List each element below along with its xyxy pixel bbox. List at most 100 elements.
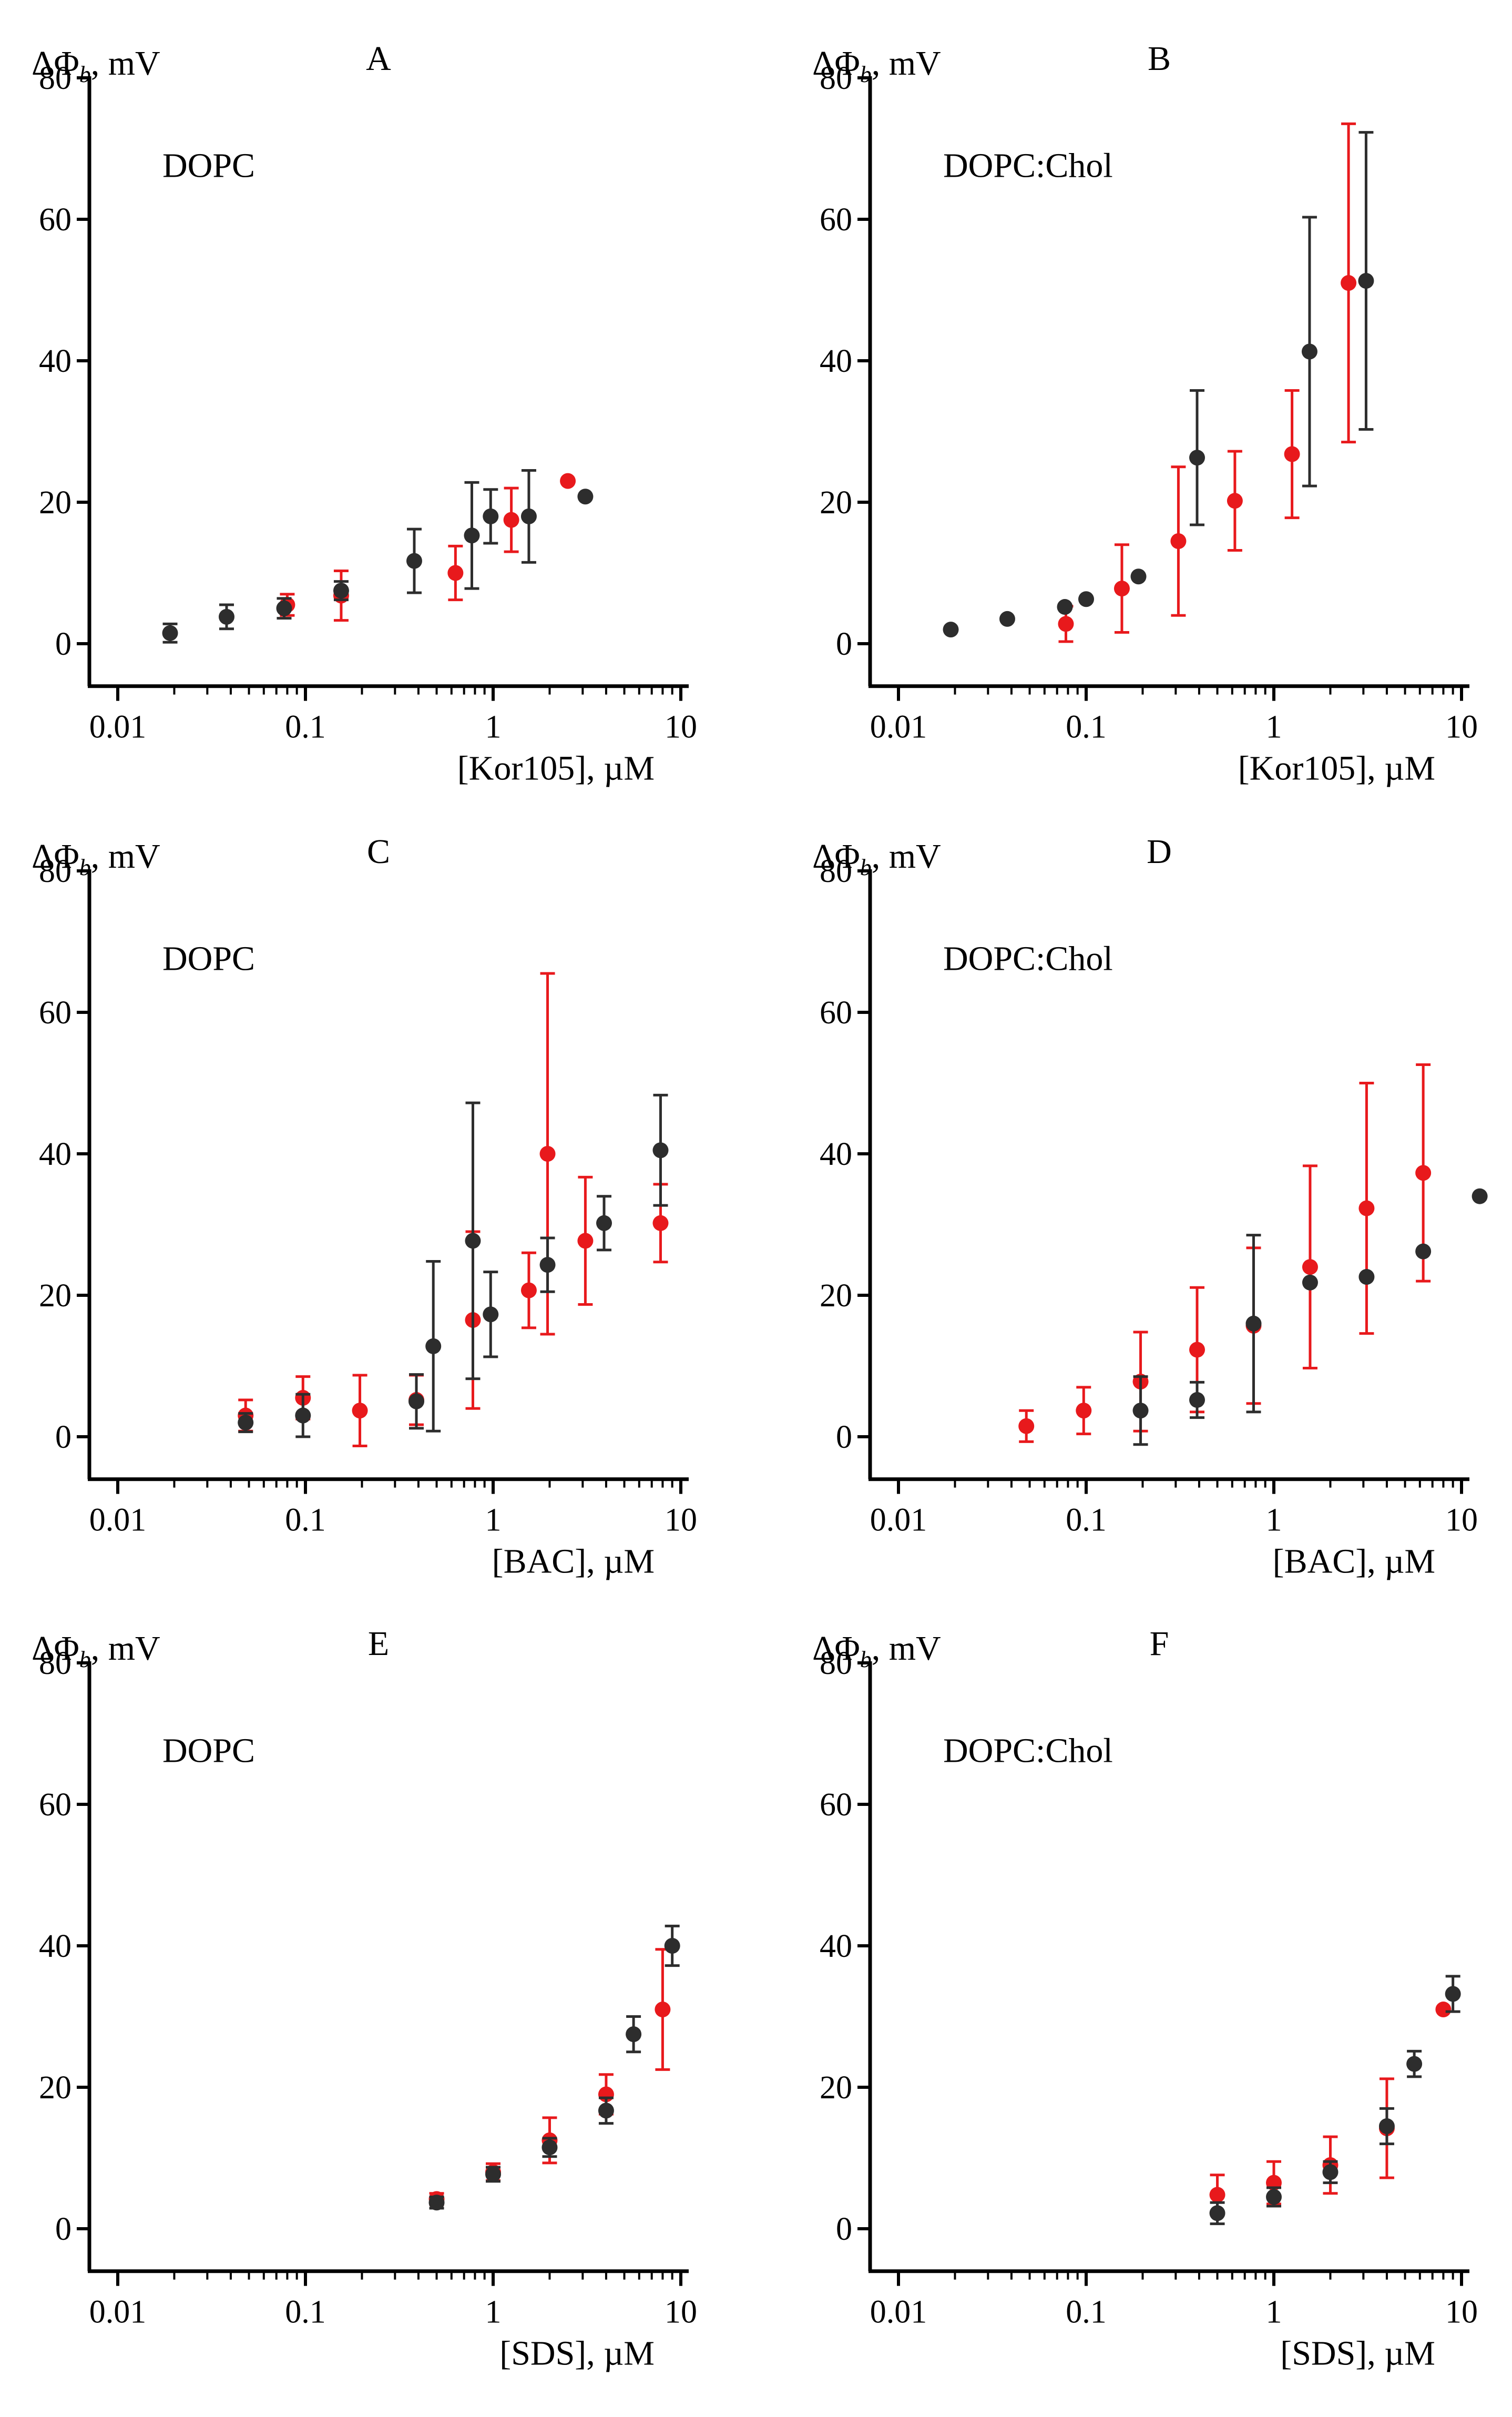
series-black bbox=[1209, 1975, 1461, 2226]
data-point bbox=[655, 2002, 671, 2018]
x-axis-title: [SDS], µM bbox=[1280, 2334, 1435, 2373]
panel-E: 0 20 40 60 80 0.01 0.1 1 10 ΔΦb, mV [SDS], µM E DOPC bbox=[32, 1624, 697, 2373]
panel-letter: F bbox=[1150, 1624, 1169, 1663]
y-tick-label: 60 bbox=[39, 995, 71, 1031]
data-point bbox=[1406, 2056, 1423, 2072]
panel-A: 0 20 40 60 80 0.01 0.1 1 10 ΔΦb, mV [Kor105], µM A D… bbox=[32, 39, 697, 788]
panel-letter: E bbox=[368, 1624, 389, 1663]
x-tick-label: 10 bbox=[1445, 709, 1478, 745]
data-point bbox=[238, 1415, 254, 1431]
y-tick-label: 20 bbox=[820, 2070, 852, 2106]
data-point bbox=[276, 600, 292, 616]
y-tick-label: 60 bbox=[39, 202, 71, 238]
x-tick-label: 0.1 bbox=[285, 709, 326, 745]
panel-C: 0 20 40 60 80 0.01 0.1 1 10 ΔΦb, mV [BAC], µM C DOPC bbox=[32, 832, 697, 1581]
x-axis-title: [BAC], µM bbox=[492, 1542, 655, 1581]
data-point bbox=[483, 1306, 499, 1323]
y-axis-title-unit: , mV bbox=[91, 1629, 160, 1668]
panel-lipid-label: DOPC bbox=[162, 146, 255, 185]
x-tick-label: 10 bbox=[665, 2294, 697, 2330]
data-point bbox=[1435, 2002, 1452, 2018]
x-tick-label: 0.1 bbox=[285, 1502, 326, 1538]
data-point bbox=[1209, 2187, 1225, 2203]
data-point bbox=[503, 512, 519, 528]
data-point bbox=[1322, 2164, 1339, 2180]
series-black bbox=[238, 1093, 669, 1438]
data-point bbox=[1189, 450, 1205, 466]
panel-lipid-label: DOPC bbox=[162, 1731, 255, 1770]
y-tick-label: 0 bbox=[836, 1419, 852, 1455]
data-point bbox=[1302, 1274, 1318, 1291]
data-point bbox=[1284, 446, 1300, 462]
y-axis-title-subscript: b bbox=[860, 855, 872, 880]
data-point bbox=[626, 2026, 642, 2043]
y-tick-label: 0 bbox=[55, 1419, 71, 1455]
series-black bbox=[1132, 1188, 1488, 1446]
y-axis-title-symbol: ΔΦ bbox=[812, 837, 860, 876]
data-point bbox=[664, 1938, 680, 1954]
data-point bbox=[428, 2195, 445, 2211]
x-axis-title: [BAC], µM bbox=[1273, 1542, 1435, 1581]
data-point bbox=[520, 1282, 537, 1298]
x-tick-label: 0.01 bbox=[89, 2294, 147, 2330]
y-axis-title-unit: , mV bbox=[872, 837, 941, 876]
data-point bbox=[1170, 533, 1187, 549]
data-point bbox=[577, 489, 594, 505]
panel-letter: B bbox=[1148, 39, 1171, 78]
x-tick-label: 0.1 bbox=[285, 2294, 326, 2330]
y-axis-title-subscript: b bbox=[860, 1647, 872, 1672]
data-point bbox=[542, 2139, 558, 2156]
data-point bbox=[408, 1393, 425, 1409]
y-axis-title-symbol: ΔΦ bbox=[32, 44, 79, 83]
y-tick-label: 40 bbox=[820, 1928, 852, 1964]
panel-letter: A bbox=[366, 39, 391, 78]
series-black bbox=[943, 131, 1374, 638]
data-point bbox=[1472, 1188, 1488, 1204]
y-axis-title-unit: , mV bbox=[91, 44, 160, 83]
data-point bbox=[295, 1407, 311, 1424]
y-axis-title-symbol: ΔΦ bbox=[812, 1629, 860, 1668]
data-point bbox=[652, 1215, 669, 1231]
y-axis-title: ΔΦb, mV bbox=[812, 44, 941, 87]
x-tick-label: 1 bbox=[485, 1502, 502, 1538]
y-tick-label: 40 bbox=[820, 343, 852, 379]
y-tick-label: 80 bbox=[39, 1646, 71, 1681]
y-tick-label: 20 bbox=[39, 2070, 71, 2106]
data-point bbox=[483, 508, 499, 524]
x-axis-title: [Kor105], µM bbox=[1238, 749, 1435, 788]
data-point bbox=[485, 2166, 501, 2182]
data-point bbox=[1076, 1403, 1092, 1419]
series-red bbox=[279, 473, 576, 622]
data-point bbox=[1189, 1392, 1205, 1408]
series-red bbox=[1058, 122, 1357, 643]
y-tick-label: 60 bbox=[820, 995, 852, 1031]
y-axis-title: ΔΦb, mV bbox=[32, 1629, 160, 1672]
x-tick-label: 10 bbox=[665, 709, 697, 745]
y-axis-title-subscript: b bbox=[79, 1647, 91, 1672]
x-tick-label: 10 bbox=[1445, 2294, 1478, 2330]
data-point bbox=[1227, 493, 1243, 509]
data-point bbox=[577, 1233, 594, 1249]
data-point bbox=[999, 611, 1015, 627]
data-point bbox=[1301, 343, 1317, 360]
y-axis-title: ΔΦb, mV bbox=[32, 837, 160, 880]
y-axis-title-unit: , mV bbox=[872, 44, 941, 83]
series-red bbox=[428, 1948, 671, 2207]
x-tick-label: 10 bbox=[1445, 1502, 1478, 1538]
panel-letter: C bbox=[367, 832, 390, 871]
data-point bbox=[596, 1215, 612, 1231]
x-tick-label: 1 bbox=[485, 709, 502, 745]
x-tick-label: 0.1 bbox=[1066, 1502, 1107, 1538]
y-axis-title: ΔΦb, mV bbox=[32, 44, 160, 87]
data-point bbox=[1209, 2205, 1225, 2221]
panel-lipid-label: DOPC:Chol bbox=[943, 939, 1113, 978]
data-point bbox=[539, 1146, 556, 1162]
x-tick-label: 10 bbox=[665, 1502, 697, 1538]
data-point bbox=[464, 527, 480, 544]
y-tick-label: 20 bbox=[39, 485, 71, 521]
y-axis-title-symbol: ΔΦ bbox=[812, 44, 860, 83]
data-point bbox=[652, 1142, 669, 1159]
data-point bbox=[162, 625, 178, 641]
data-point bbox=[539, 1257, 556, 1273]
